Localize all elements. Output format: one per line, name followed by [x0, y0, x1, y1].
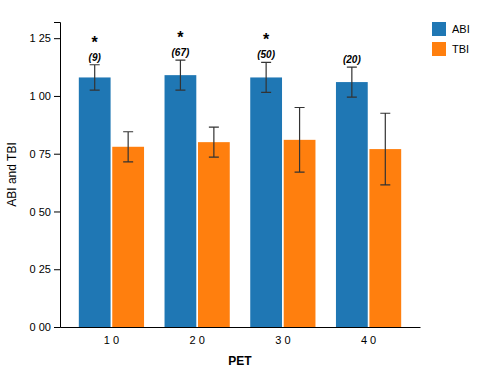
bar: [250, 77, 282, 327]
y-axis-title: ABI and TBI: [5, 142, 19, 206]
marks: [79, 60, 401, 327]
x-axis-title: PET: [228, 354, 252, 368]
x-tick-label: 4 0: [361, 334, 376, 346]
legend-label: ABI: [452, 23, 470, 35]
significance-star: *: [263, 31, 270, 48]
y-tick-mark: [54, 38, 60, 39]
bar: [79, 77, 111, 327]
significance-star: *: [177, 29, 184, 46]
legend-item: ABI: [432, 22, 470, 36]
error-bar: [123, 132, 133, 162]
x-tick-label: 1 0: [104, 334, 119, 346]
n-label: (9): [89, 52, 102, 63]
y-tick-label: 0 50: [30, 205, 51, 217]
y-tick: 0 25: [30, 263, 60, 275]
y-tick-mark: [54, 154, 60, 155]
y-tick: 0 00: [30, 321, 60, 333]
error-bar: [261, 62, 271, 92]
y-axis-line: [54, 23, 61, 328]
plot: 1 0 2 0 3 0 4 0 0 00 0 25 0 50 0 75 1 00 1 25 PET A…: [5, 23, 421, 369]
legend-swatch: [432, 42, 446, 56]
y-tick: 1 25: [30, 32, 60, 44]
y-tick-mark: [54, 269, 60, 270]
bar: [165, 75, 197, 327]
y-tick: 0 50: [30, 205, 60, 217]
n-label: (67): [172, 47, 190, 58]
y-tick-label: 0 00: [30, 321, 51, 333]
y-tick-label: 0 75: [30, 148, 51, 160]
y-tick-label: 1 00: [30, 90, 51, 102]
error-bar: [347, 67, 357, 97]
error-bar: [380, 113, 390, 185]
error-bar: [209, 127, 219, 157]
y-tick-label: 0 25: [30, 263, 51, 275]
y-tick-mark: [54, 211, 60, 212]
y-tick: 1 00: [30, 90, 60, 102]
x-axis-line: [61, 327, 421, 328]
series: [79, 60, 368, 327]
legend-swatch: [432, 22, 446, 36]
y-tick-mark: [54, 327, 60, 328]
legend-label: TBI: [452, 43, 469, 55]
chart: 1 0 2 0 3 0 4 0 0 00 0 25 0 50 0 75 1 00 1 25 PET A…: [0, 0, 500, 375]
bar: [198, 142, 230, 327]
x-tick-label: 3 0: [275, 334, 290, 346]
x-axis: 1 0 2 0 3 0 4 0: [61, 328, 421, 346]
legend-item: TBI: [432, 42, 469, 56]
n-label: (20): [343, 54, 361, 65]
x-tick: 3 0: [275, 334, 290, 346]
x-tick: 1 0: [104, 334, 119, 346]
bar: [336, 82, 368, 327]
n-label: (50): [257, 49, 275, 60]
legend: ABI TBI: [432, 22, 470, 56]
series: [112, 107, 401, 327]
y-tick-label: 1 25: [30, 32, 51, 44]
error-bar: [90, 65, 100, 90]
y-tick: 0 75: [30, 148, 60, 160]
error-bar: [175, 60, 185, 90]
significance-star: *: [92, 34, 99, 51]
x-tick: 4 0: [361, 334, 376, 346]
bar: [112, 147, 144, 327]
error-bar: [295, 107, 305, 172]
x-tick-label: 2 0: [189, 334, 204, 346]
y-axis: 0 00 0 25 0 50 0 75 1 00 1 25: [30, 23, 61, 334]
x-tick: 2 0: [189, 334, 204, 346]
y-tick-mark: [54, 96, 60, 97]
